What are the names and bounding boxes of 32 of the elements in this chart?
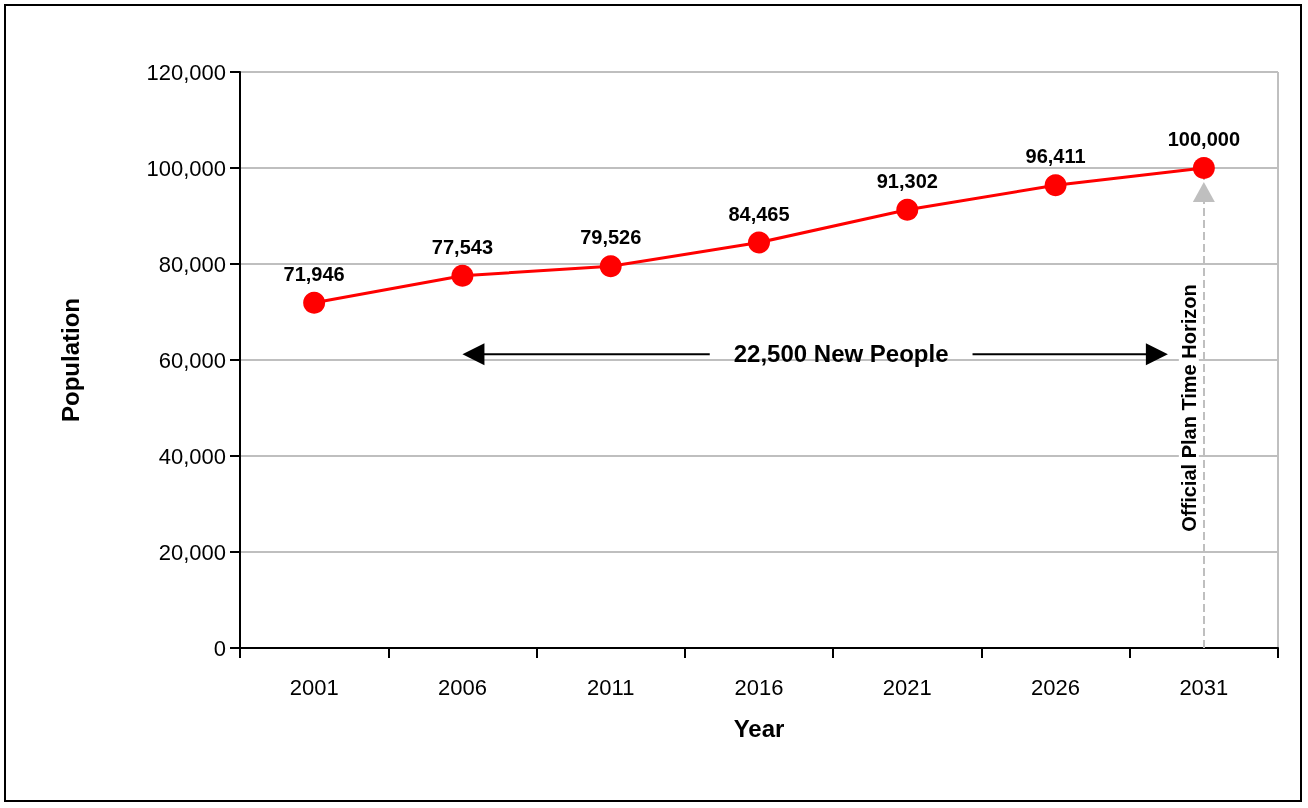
x-tick-label: 2026 bbox=[1031, 674, 1081, 700]
text: 71,946 bbox=[283, 262, 345, 285]
x-tick-label: 2016 bbox=[734, 674, 784, 700]
text: 91,302 bbox=[876, 169, 938, 192]
point bbox=[896, 198, 919, 221]
text: 100,000 bbox=[1167, 128, 1241, 150]
x-tick-label: 2006 bbox=[437, 674, 487, 700]
x-tick-label: 2001 bbox=[289, 674, 339, 700]
point bbox=[451, 264, 474, 287]
y-tick-label: 100,000 bbox=[146, 155, 226, 181]
x-tick-label: 2021 bbox=[882, 674, 932, 700]
text: 96,411 bbox=[1025, 145, 1086, 168]
y-axis-title: Population bbox=[56, 298, 84, 422]
y-tick-label: 20,000 bbox=[158, 539, 226, 565]
x-axis-title: Year bbox=[733, 714, 785, 742]
point bbox=[599, 255, 622, 278]
point bbox=[1044, 174, 1067, 197]
point bbox=[303, 291, 326, 314]
y-tick-label: 40,000 bbox=[158, 443, 226, 469]
text: 77,543 bbox=[431, 235, 494, 258]
y-tick-label: 60,000 bbox=[158, 347, 226, 373]
point bbox=[748, 231, 770, 254]
y-tick-label: 120,000 bbox=[146, 59, 226, 85]
y-tick-label: 0 bbox=[213, 635, 226, 661]
y-tick-label: 80,000 bbox=[158, 251, 226, 277]
annotation: 22,500 New People bbox=[733, 340, 949, 368]
point bbox=[1192, 157, 1215, 179]
x-tick-label: 2031 bbox=[1179, 674, 1229, 700]
text: 84,465 bbox=[728, 202, 790, 225]
text: 79,526 bbox=[580, 226, 642, 249]
x-tick-label: 2011 bbox=[587, 674, 635, 700]
ref-line-label: Official Plan Time Horizon bbox=[1177, 284, 1200, 532]
